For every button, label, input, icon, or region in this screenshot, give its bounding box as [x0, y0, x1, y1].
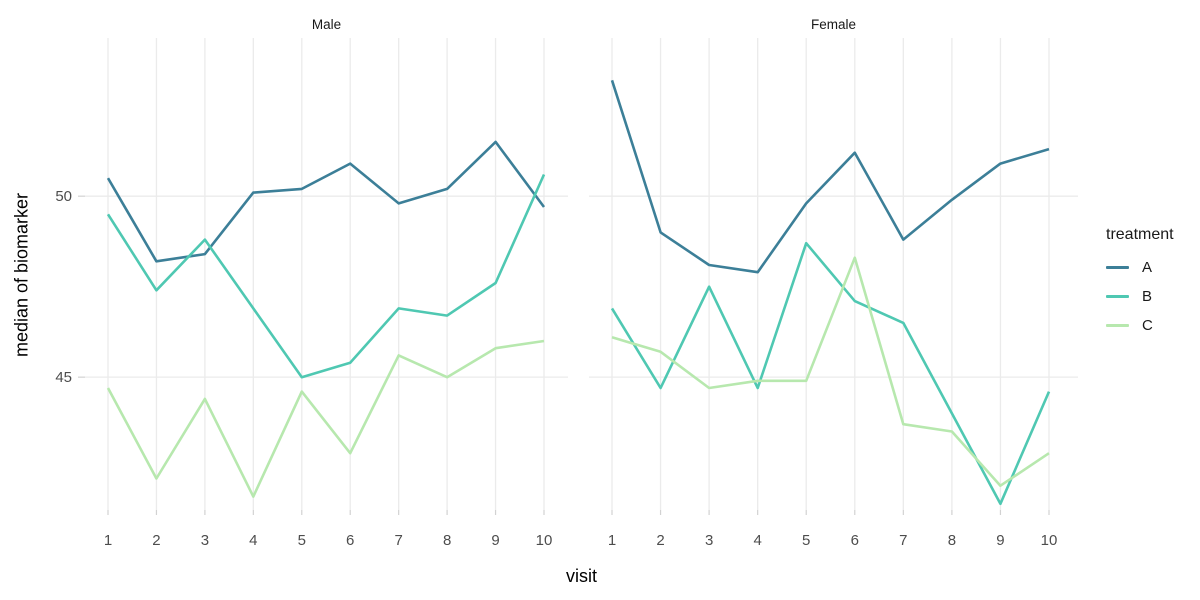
x-tick-label-10-male: 10 — [535, 532, 553, 549]
x-tick-label-4-female: 4 — [753, 532, 762, 549]
legend-swatch-a-line-icon — [1106, 266, 1129, 269]
x-tick-label-7-female: 7 — [899, 532, 908, 549]
series-line-b-female — [610, 241, 1051, 506]
x-tick-label-5-female: 5 — [802, 532, 811, 549]
legend-swatch-c-line-icon — [1106, 324, 1129, 327]
legend-title: treatment — [1106, 226, 1174, 243]
facet-label-female: Female — [810, 17, 856, 32]
x-tick-label-2-male: 2 — [152, 532, 161, 549]
series-line-a-female — [610, 79, 1050, 274]
x-tick-label-3-female: 3 — [704, 532, 714, 549]
x-tick-label-9-female: 9 — [996, 532, 1005, 549]
series-line-b-male — [106, 173, 546, 379]
y-axis-title-text: median of biomarker — [11, 192, 32, 358]
x-tick-label-2-female: 2 — [656, 532, 665, 549]
legend-item-label: B — [1142, 288, 1153, 305]
legend-item-c: C — [1106, 311, 1174, 340]
x-tick-label-4-male: 4 — [249, 532, 258, 549]
x-tick-label-6-female: 6 — [850, 532, 859, 549]
x-tick-label-3-male: 3 — [200, 532, 210, 549]
series-line-c-male — [106, 339, 545, 498]
x-tick-label-7-male: 7 — [394, 532, 403, 549]
x-tick-label-9-male: 9 — [491, 532, 500, 549]
series-line-a-male — [106, 140, 546, 263]
y-tick-label-45: 45 — [55, 368, 72, 386]
legend-item-a: A — [1106, 253, 1174, 282]
x-axis-title: visit — [566, 566, 597, 586]
x-tick-label-10-female: 10 — [1040, 532, 1058, 549]
series-line-c-female — [611, 256, 1050, 488]
legend-item-b: B — [1106, 282, 1174, 311]
legend-item-label: A — [1142, 259, 1153, 276]
x-tick-label-6-male: 6 — [346, 532, 355, 549]
legend-swatch-b-line-icon — [1106, 295, 1129, 298]
y-tick-label-50: 50 — [55, 187, 72, 205]
x-tick-label-1-male: 1 — [103, 532, 113, 549]
x-tick-label-8-female: 8 — [947, 532, 957, 549]
legend-item-label: C — [1142, 317, 1153, 334]
facet-label-male: Male — [311, 17, 342, 32]
x-tick-label-8-male: 8 — [442, 532, 452, 549]
x-tick-label-1-female: 1 — [607, 532, 617, 549]
x-tick-label-5-male: 5 — [297, 532, 306, 549]
